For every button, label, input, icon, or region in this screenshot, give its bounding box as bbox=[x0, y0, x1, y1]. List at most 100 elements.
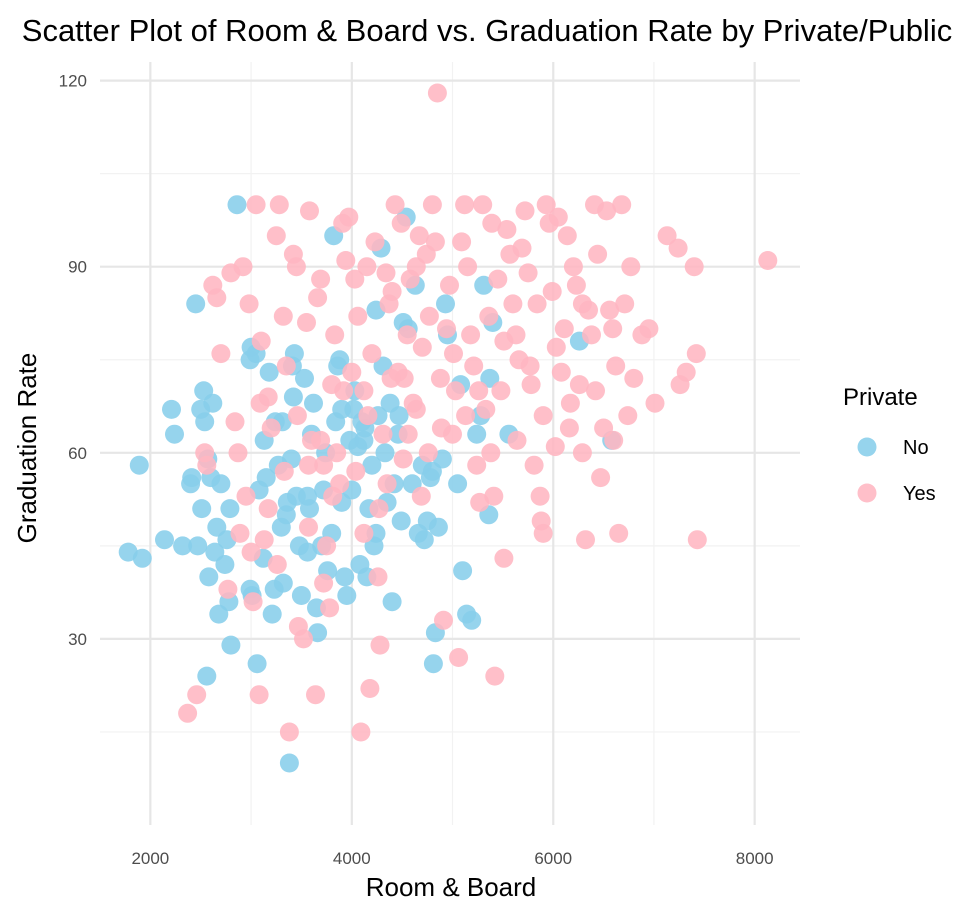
data-point-yes bbox=[225, 412, 245, 432]
data-point-yes bbox=[254, 530, 274, 550]
data-point-yes bbox=[299, 517, 318, 537]
data-point-yes bbox=[218, 579, 238, 599]
data-point-no bbox=[304, 393, 323, 413]
data-point-yes bbox=[444, 344, 463, 364]
data-point-yes bbox=[461, 325, 481, 345]
data-point-yes bbox=[377, 474, 397, 494]
data-point-yes bbox=[299, 455, 318, 475]
data-point-yes bbox=[488, 269, 508, 289]
data-point-no bbox=[448, 474, 468, 494]
data-point-no bbox=[227, 195, 247, 215]
x-axis-title: Room & Board bbox=[366, 872, 537, 902]
data-point-yes bbox=[362, 344, 382, 364]
data-point-yes bbox=[600, 300, 620, 320]
data-point-yes bbox=[482, 213, 502, 233]
data-point-yes bbox=[357, 257, 377, 277]
data-point-yes bbox=[684, 257, 704, 277]
data-point-yes bbox=[246, 195, 266, 215]
data-point-no bbox=[428, 517, 448, 537]
data-point-yes bbox=[391, 213, 411, 233]
data-point-yes bbox=[518, 263, 538, 283]
data-point-yes bbox=[251, 331, 271, 351]
data-point-no bbox=[173, 536, 193, 556]
data-point-yes bbox=[624, 368, 644, 388]
data-point-no bbox=[391, 511, 411, 531]
data-point-yes bbox=[187, 685, 207, 705]
data-point-yes bbox=[437, 319, 456, 339]
data-point-yes bbox=[412, 337, 432, 357]
data-point-yes bbox=[530, 486, 550, 506]
data-point-yes bbox=[507, 430, 527, 450]
data-point-yes bbox=[314, 455, 334, 475]
data-point-no bbox=[283, 387, 303, 407]
data-point-yes bbox=[178, 703, 198, 723]
data-point-no bbox=[291, 586, 311, 605]
data-point-no bbox=[337, 586, 357, 605]
data-point-yes bbox=[551, 362, 571, 382]
data-point-yes bbox=[527, 294, 547, 314]
data-point-yes bbox=[325, 325, 345, 345]
data-point-yes bbox=[452, 232, 472, 252]
data-point-yes bbox=[228, 443, 248, 463]
data-point-yes bbox=[531, 511, 551, 531]
data-point-yes bbox=[515, 201, 535, 221]
data-point-yes bbox=[311, 269, 331, 289]
data-point-yes bbox=[241, 542, 261, 562]
data-point-yes bbox=[456, 406, 476, 426]
data-point-yes bbox=[261, 418, 281, 438]
data-point-no bbox=[414, 530, 434, 550]
data-point-yes bbox=[287, 406, 307, 426]
data-point-yes bbox=[409, 226, 429, 246]
data-point-yes bbox=[323, 486, 343, 506]
data-point-yes bbox=[369, 499, 389, 519]
data-point-yes bbox=[464, 356, 484, 376]
data-point-yes bbox=[233, 257, 253, 277]
data-point-yes bbox=[485, 666, 505, 686]
y-axis-title: Graduation Rate bbox=[12, 353, 42, 544]
y-tick-label: 120 bbox=[59, 72, 87, 91]
data-point-yes bbox=[621, 257, 641, 277]
data-point-yes bbox=[339, 207, 359, 227]
data-point-yes bbox=[557, 226, 577, 246]
data-point-yes bbox=[239, 294, 259, 314]
data-point-no bbox=[389, 406, 409, 426]
data-point-yes bbox=[612, 195, 632, 215]
data-point-yes bbox=[314, 573, 334, 593]
data-point-yes bbox=[306, 685, 325, 705]
data-point-yes bbox=[668, 238, 688, 258]
data-point-yes bbox=[676, 362, 696, 382]
data-point-yes bbox=[207, 288, 227, 308]
data-point-yes bbox=[446, 381, 465, 401]
data-point-yes bbox=[440, 275, 459, 295]
data-point-no bbox=[273, 573, 293, 593]
data-point-no bbox=[186, 294, 206, 314]
data-point-no bbox=[298, 486, 317, 506]
data-point-yes bbox=[311, 430, 331, 450]
x-tick-label: 6000 bbox=[534, 849, 572, 868]
data-point-yes bbox=[494, 331, 514, 351]
data-point-yes bbox=[645, 393, 665, 413]
data-point-yes bbox=[434, 610, 453, 630]
data-point-no bbox=[335, 567, 355, 587]
data-point-yes bbox=[354, 523, 374, 543]
data-point-yes bbox=[342, 362, 362, 382]
data-point-yes bbox=[197, 455, 217, 475]
data-point-yes bbox=[360, 679, 380, 698]
data-point-yes bbox=[273, 306, 293, 326]
data-point-yes bbox=[476, 399, 496, 419]
data-point-no bbox=[467, 424, 487, 444]
data-point-no bbox=[203, 393, 223, 413]
data-point-yes bbox=[497, 220, 517, 239]
legend-items: No Yes bbox=[857, 437, 936, 505]
data-point-yes bbox=[274, 461, 294, 481]
data-point-no bbox=[422, 461, 442, 481]
data-point-yes bbox=[300, 201, 319, 221]
data-points bbox=[118, 83, 778, 773]
data-point-no bbox=[279, 753, 299, 773]
series-yes bbox=[178, 83, 778, 742]
data-point-yes bbox=[582, 325, 601, 345]
data-point-yes bbox=[211, 344, 231, 364]
data-point-yes bbox=[354, 381, 374, 401]
data-point-yes bbox=[258, 499, 278, 519]
